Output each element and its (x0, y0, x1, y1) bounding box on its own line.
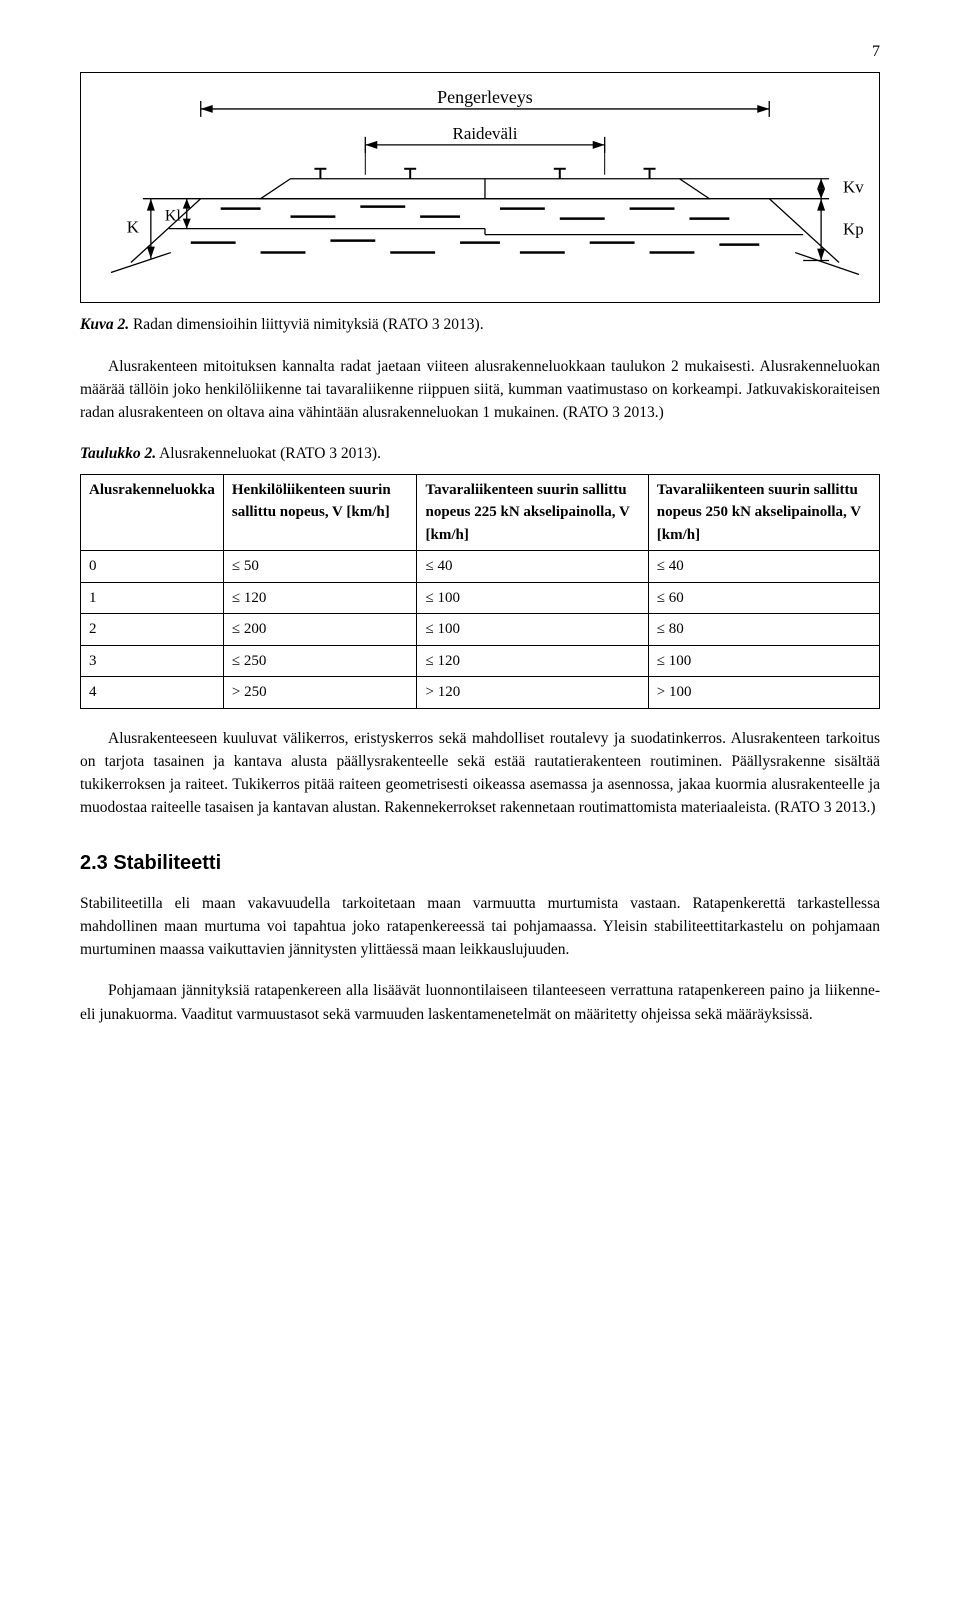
cell: 3 (81, 645, 224, 677)
paragraph-3: Stabiliteetilla eli maan vakavuudella ta… (80, 892, 880, 962)
cell: ≤ 120 (223, 582, 417, 614)
section-heading: 2.3 Stabiliteetti (80, 848, 880, 878)
figure-container: Pengerleveys Raideväli (80, 72, 880, 303)
cell: ≤ 200 (223, 614, 417, 646)
cell: ≤ 120 (417, 645, 648, 677)
table-caption: Taulukko 2. Alusrakenneluokat (RATO 3 20… (80, 442, 880, 465)
table-caption-text: Alusrakenneluokat (RATO 3 2013). (156, 445, 381, 462)
figure-caption: Kuva 2. Radan dimensioihin liittyviä nim… (80, 313, 880, 336)
table-row: 2 ≤ 200 ≤ 100 ≤ 80 (81, 614, 880, 646)
cell: ≤ 100 (417, 614, 648, 646)
label-kp: Kp (843, 220, 864, 239)
cell: > 100 (648, 677, 879, 709)
cell: ≤ 60 (648, 582, 879, 614)
label-raidevali: Raideväli (453, 124, 518, 143)
th-3: Tavaraliikenteen suurin sallittu nopeus … (417, 474, 648, 551)
cell: > 120 (417, 677, 648, 709)
table-caption-bold: Taulukko 2. (80, 445, 156, 462)
figure-caption-bold: Kuva 2. (80, 316, 129, 333)
cell: ≤ 50 (223, 551, 417, 583)
cell: 1 (81, 582, 224, 614)
table-row: 0 ≤ 50 ≤ 40 ≤ 40 (81, 551, 880, 583)
alusrakenneluokat-table: Alusrakenneluokka Henkilöliikenteen suur… (80, 474, 880, 709)
page-number: 7 (80, 40, 880, 64)
table-row: 4 > 250 > 120 > 100 (81, 677, 880, 709)
cell: ≤ 250 (223, 645, 417, 677)
cell: ≤ 40 (648, 551, 879, 583)
label-kl: Kl (165, 208, 182, 225)
th-1: Alusrakenneluokka (81, 474, 224, 551)
cross-section-diagram: Pengerleveys Raideväli (91, 83, 869, 292)
paragraph-4: Pohjamaan jännityksiä ratapenkereen alla… (80, 979, 880, 1026)
th-2: Henkilöliikenteen suurin sallittu nopeus… (223, 474, 417, 551)
table-header-row: Alusrakenneluokka Henkilöliikenteen suur… (81, 474, 880, 551)
cell: 2 (81, 614, 224, 646)
label-pengerleveys: Pengerleveys (437, 87, 533, 107)
table-row: 3 ≤ 250 ≤ 120 ≤ 100 (81, 645, 880, 677)
cell: ≤ 40 (417, 551, 648, 583)
paragraph-1: Alusrakenteen mitoituksen kannalta radat… (80, 355, 880, 425)
table-row: 1 ≤ 120 ≤ 100 ≤ 60 (81, 582, 880, 614)
th-4: Tavaraliikenteen suurin sallittu nopeus … (648, 474, 879, 551)
cell: ≤ 100 (417, 582, 648, 614)
label-k: K (127, 218, 140, 237)
cell: ≤ 80 (648, 614, 879, 646)
cell: > 250 (223, 677, 417, 709)
paragraph-2: Alusrakenteeseen kuuluvat välikerros, er… (80, 727, 880, 820)
cell: 0 (81, 551, 224, 583)
cell: ≤ 100 (648, 645, 879, 677)
figure-caption-text: Radan dimensioihin liittyviä nimityksiä … (129, 316, 483, 333)
label-kv: Kv (843, 178, 864, 197)
cell: 4 (81, 677, 224, 709)
